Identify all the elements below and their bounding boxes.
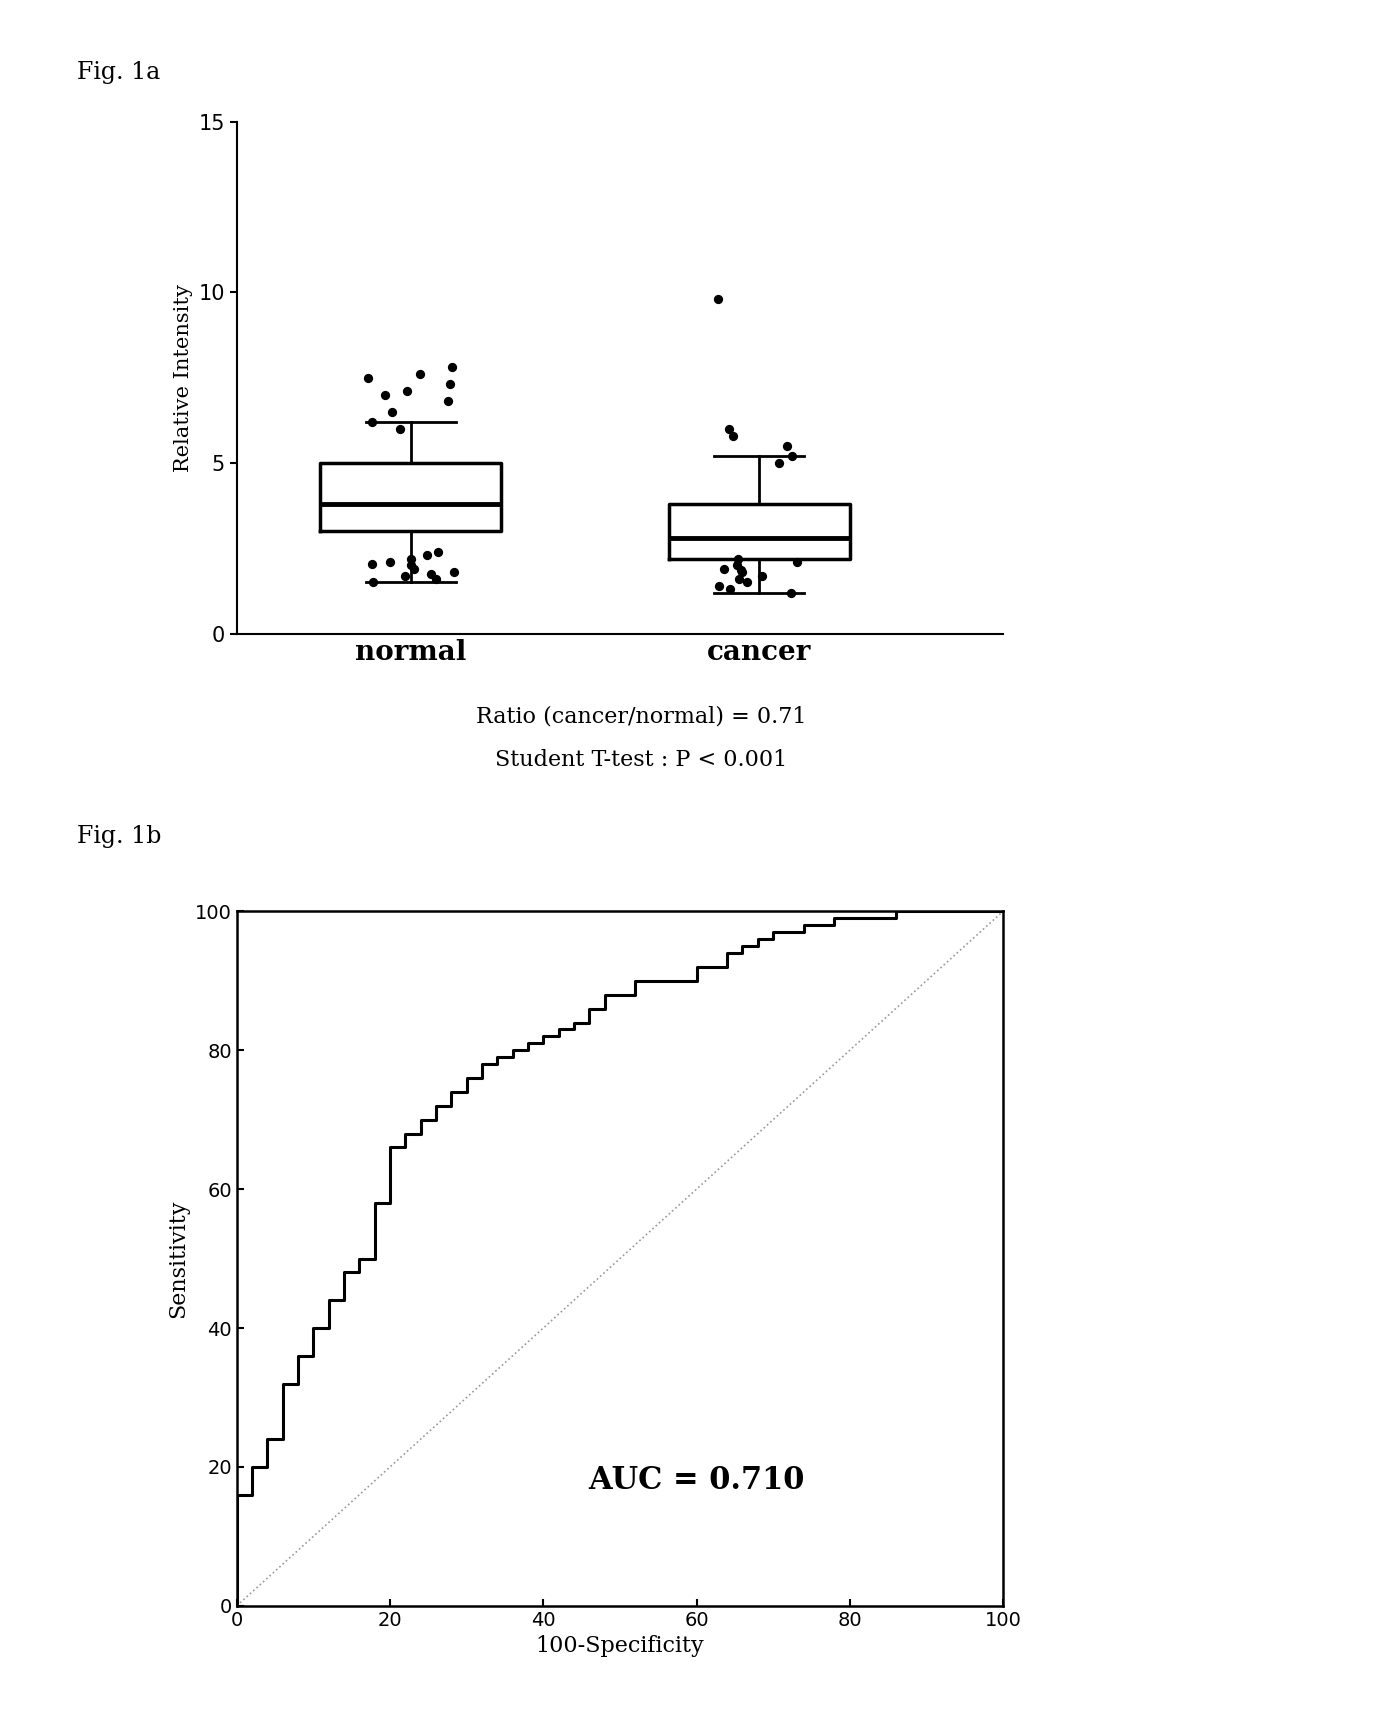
Text: Ratio (cancer/normal) = 0.71: Ratio (cancer/normal) = 0.71 — [475, 707, 807, 727]
Point — [719, 575, 741, 602]
Point — [440, 354, 462, 382]
Point — [727, 545, 749, 573]
Point — [768, 450, 790, 477]
Text: Fig. 1b: Fig. 1b — [77, 825, 162, 847]
Point — [396, 377, 418, 404]
Point — [428, 538, 450, 566]
Point — [400, 552, 422, 580]
Point — [437, 387, 460, 415]
Point — [389, 415, 411, 443]
Point — [722, 422, 744, 450]
Point — [380, 398, 403, 425]
Point — [730, 557, 752, 585]
Point — [357, 363, 379, 391]
Text: AUC = 0.710: AUC = 0.710 — [588, 1465, 805, 1496]
Point — [400, 545, 422, 573]
Point — [727, 566, 749, 594]
Point — [421, 561, 443, 589]
Point — [713, 556, 736, 583]
Point — [373, 380, 396, 408]
Point — [417, 542, 439, 569]
Point — [361, 550, 383, 578]
Text: Fig. 1a: Fig. 1a — [77, 61, 160, 83]
Point — [717, 415, 740, 443]
Point — [751, 562, 773, 590]
Text: Student T-test : P < 0.001: Student T-test : P < 0.001 — [495, 750, 787, 771]
Point — [736, 568, 758, 595]
Point — [443, 559, 465, 587]
Point — [425, 566, 447, 594]
Point — [708, 285, 730, 312]
Y-axis label: Sensitivity: Sensitivity — [167, 1200, 189, 1318]
X-axis label: 100-Specificity: 100-Specificity — [535, 1635, 705, 1658]
Point — [781, 443, 804, 470]
Point — [439, 370, 461, 398]
Point — [394, 562, 417, 590]
Point — [708, 571, 730, 599]
Point — [379, 549, 401, 576]
Point — [361, 568, 383, 595]
Point — [726, 552, 748, 580]
Y-axis label: Relative Intensity: Relative Intensity — [174, 283, 194, 472]
Point — [361, 408, 383, 436]
Point — [786, 549, 808, 576]
Point — [730, 559, 752, 587]
Point — [776, 432, 798, 460]
Point — [780, 578, 802, 606]
Point — [404, 556, 426, 583]
Point — [410, 361, 432, 389]
